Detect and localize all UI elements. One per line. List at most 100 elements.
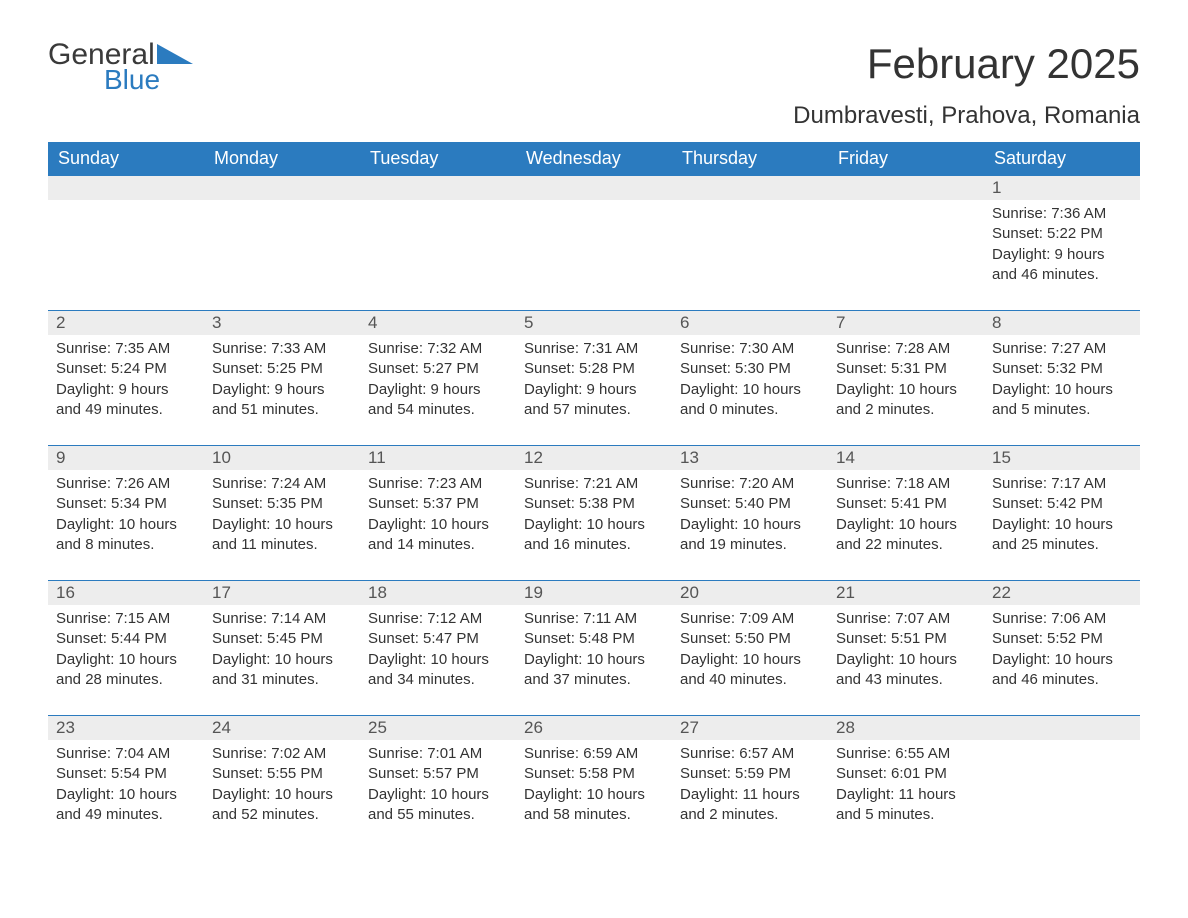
calendar-day-cell: 21Sunrise: 7:07 AMSunset: 5:51 PMDayligh… (828, 581, 984, 716)
calendar-day-cell (204, 176, 360, 311)
day-details: Sunrise: 6:59 AMSunset: 5:58 PMDaylight:… (516, 740, 672, 850)
header: General Blue February 2025 (48, 40, 1140, 94)
calendar-day-cell: 14Sunrise: 7:18 AMSunset: 5:41 PMDayligh… (828, 446, 984, 581)
day-number: 13 (672, 446, 828, 470)
day-number: 8 (984, 311, 1140, 335)
day-details: Sunrise: 7:23 AMSunset: 5:37 PMDaylight:… (360, 470, 516, 580)
weekday-header: Monday (204, 142, 360, 176)
calendar-day-cell: 6Sunrise: 7:30 AMSunset: 5:30 PMDaylight… (672, 311, 828, 446)
page-title: February 2025 (867, 40, 1140, 88)
day-details: Sunrise: 7:26 AMSunset: 5:34 PMDaylight:… (48, 470, 204, 580)
day-details: Sunrise: 7:02 AMSunset: 5:55 PMDaylight:… (204, 740, 360, 850)
calendar-day-cell (48, 176, 204, 311)
calendar-week-row: 2Sunrise: 7:35 AMSunset: 5:24 PMDaylight… (48, 311, 1140, 446)
day-details (204, 200, 360, 310)
calendar-day-cell: 10Sunrise: 7:24 AMSunset: 5:35 PMDayligh… (204, 446, 360, 581)
day-details: Sunrise: 7:20 AMSunset: 5:40 PMDaylight:… (672, 470, 828, 580)
day-number (48, 176, 204, 200)
day-details: Sunrise: 7:09 AMSunset: 5:50 PMDaylight:… (672, 605, 828, 715)
day-number: 4 (360, 311, 516, 335)
day-number: 14 (828, 446, 984, 470)
calendar-week-row: 16Sunrise: 7:15 AMSunset: 5:44 PMDayligh… (48, 581, 1140, 716)
weekday-header: Sunday (48, 142, 204, 176)
day-details (984, 740, 1140, 850)
calendar-day-cell: 16Sunrise: 7:15 AMSunset: 5:44 PMDayligh… (48, 581, 204, 716)
calendar-day-cell: 24Sunrise: 7:02 AMSunset: 5:55 PMDayligh… (204, 716, 360, 851)
weekday-header: Friday (828, 142, 984, 176)
calendar-day-cell: 27Sunrise: 6:57 AMSunset: 5:59 PMDayligh… (672, 716, 828, 851)
day-details: Sunrise: 7:35 AMSunset: 5:24 PMDaylight:… (48, 335, 204, 445)
location: Dumbravesti, Prahova, Romania (48, 102, 1140, 130)
calendar-week-row: 1Sunrise: 7:36 AMSunset: 5:22 PMDaylight… (48, 176, 1140, 311)
day-number: 5 (516, 311, 672, 335)
calendar-day-cell: 2Sunrise: 7:35 AMSunset: 5:24 PMDaylight… (48, 311, 204, 446)
day-details: Sunrise: 7:04 AMSunset: 5:54 PMDaylight:… (48, 740, 204, 850)
calendar-day-cell: 25Sunrise: 7:01 AMSunset: 5:57 PMDayligh… (360, 716, 516, 851)
day-number: 9 (48, 446, 204, 470)
day-number: 12 (516, 446, 672, 470)
weekday-header-row: SundayMondayTuesdayWednesdayThursdayFrid… (48, 142, 1140, 176)
day-details (48, 200, 204, 310)
day-details: Sunrise: 7:32 AMSunset: 5:27 PMDaylight:… (360, 335, 516, 445)
day-details: Sunrise: 7:21 AMSunset: 5:38 PMDaylight:… (516, 470, 672, 580)
day-details: Sunrise: 6:57 AMSunset: 5:59 PMDaylight:… (672, 740, 828, 850)
calendar-day-cell (516, 176, 672, 311)
logo-blue: Blue (104, 66, 193, 94)
weekday-header: Saturday (984, 142, 1140, 176)
day-details: Sunrise: 7:33 AMSunset: 5:25 PMDaylight:… (204, 335, 360, 445)
calendar-day-cell (828, 176, 984, 311)
day-number: 25 (360, 716, 516, 740)
day-details: Sunrise: 7:15 AMSunset: 5:44 PMDaylight:… (48, 605, 204, 715)
calendar-day-cell: 8Sunrise: 7:27 AMSunset: 5:32 PMDaylight… (984, 311, 1140, 446)
day-number (516, 176, 672, 200)
calendar-day-cell: 9Sunrise: 7:26 AMSunset: 5:34 PMDaylight… (48, 446, 204, 581)
calendar-body: 1Sunrise: 7:36 AMSunset: 5:22 PMDaylight… (48, 176, 1140, 851)
calendar-day-cell: 15Sunrise: 7:17 AMSunset: 5:42 PMDayligh… (984, 446, 1140, 581)
day-details: Sunrise: 7:06 AMSunset: 5:52 PMDaylight:… (984, 605, 1140, 715)
day-details (516, 200, 672, 310)
day-details: Sunrise: 7:01 AMSunset: 5:57 PMDaylight:… (360, 740, 516, 850)
day-number: 28 (828, 716, 984, 740)
calendar-day-cell: 12Sunrise: 7:21 AMSunset: 5:38 PMDayligh… (516, 446, 672, 581)
day-number (672, 176, 828, 200)
calendar-day-cell: 4Sunrise: 7:32 AMSunset: 5:27 PMDaylight… (360, 311, 516, 446)
weekday-header: Wednesday (516, 142, 672, 176)
calendar-day-cell: 1Sunrise: 7:36 AMSunset: 5:22 PMDaylight… (984, 176, 1140, 311)
day-number: 1 (984, 176, 1140, 200)
day-number: 22 (984, 581, 1140, 605)
calendar-day-cell: 7Sunrise: 7:28 AMSunset: 5:31 PMDaylight… (828, 311, 984, 446)
day-number (828, 176, 984, 200)
calendar-week-row: 23Sunrise: 7:04 AMSunset: 5:54 PMDayligh… (48, 716, 1140, 851)
calendar-day-cell: 18Sunrise: 7:12 AMSunset: 5:47 PMDayligh… (360, 581, 516, 716)
calendar-day-cell: 22Sunrise: 7:06 AMSunset: 5:52 PMDayligh… (984, 581, 1140, 716)
calendar-day-cell: 19Sunrise: 7:11 AMSunset: 5:48 PMDayligh… (516, 581, 672, 716)
calendar-day-cell (672, 176, 828, 311)
day-number: 20 (672, 581, 828, 605)
day-details: Sunrise: 7:27 AMSunset: 5:32 PMDaylight:… (984, 335, 1140, 445)
day-number: 16 (48, 581, 204, 605)
calendar-day-cell: 26Sunrise: 6:59 AMSunset: 5:58 PMDayligh… (516, 716, 672, 851)
day-number: 27 (672, 716, 828, 740)
calendar-week-row: 9Sunrise: 7:26 AMSunset: 5:34 PMDaylight… (48, 446, 1140, 581)
day-number: 15 (984, 446, 1140, 470)
calendar-day-cell: 13Sunrise: 7:20 AMSunset: 5:40 PMDayligh… (672, 446, 828, 581)
day-details: Sunrise: 7:36 AMSunset: 5:22 PMDaylight:… (984, 200, 1140, 310)
day-number: 2 (48, 311, 204, 335)
calendar-day-cell (360, 176, 516, 311)
calendar-day-cell: 23Sunrise: 7:04 AMSunset: 5:54 PMDayligh… (48, 716, 204, 851)
day-details: Sunrise: 6:55 AMSunset: 6:01 PMDaylight:… (828, 740, 984, 850)
day-details: Sunrise: 7:07 AMSunset: 5:51 PMDaylight:… (828, 605, 984, 715)
calendar-day-cell: 11Sunrise: 7:23 AMSunset: 5:37 PMDayligh… (360, 446, 516, 581)
day-details: Sunrise: 7:31 AMSunset: 5:28 PMDaylight:… (516, 335, 672, 445)
day-details (828, 200, 984, 310)
day-number: 21 (828, 581, 984, 605)
calendar-day-cell: 20Sunrise: 7:09 AMSunset: 5:50 PMDayligh… (672, 581, 828, 716)
day-number: 7 (828, 311, 984, 335)
weekday-header: Thursday (672, 142, 828, 176)
day-number: 17 (204, 581, 360, 605)
day-number (204, 176, 360, 200)
day-number: 24 (204, 716, 360, 740)
day-number: 6 (672, 311, 828, 335)
calendar-day-cell: 5Sunrise: 7:31 AMSunset: 5:28 PMDaylight… (516, 311, 672, 446)
weekday-header: Tuesday (360, 142, 516, 176)
